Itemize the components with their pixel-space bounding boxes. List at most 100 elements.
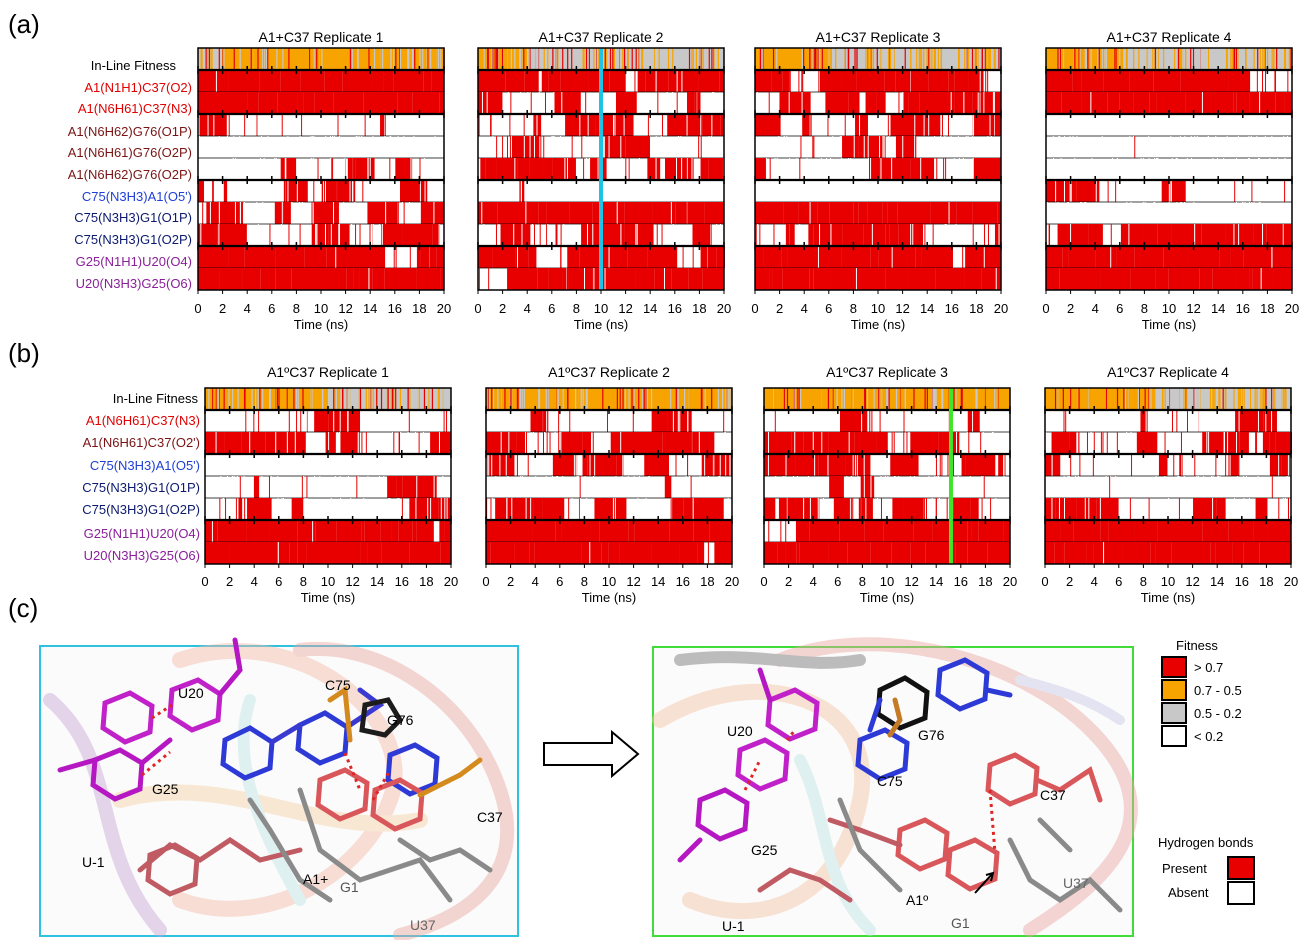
- fitness-flicker: [395, 48, 398, 70]
- hbond-streak: [682, 246, 684, 268]
- hbond-streak: [927, 410, 929, 432]
- fitness-flicker: [1238, 48, 1241, 70]
- hbond-present-block: [848, 92, 860, 114]
- fitness-flicker: [836, 388, 838, 410]
- hbond-streak: [444, 454, 446, 476]
- hbond-present-block: [688, 268, 703, 290]
- hbond-present-block: [398, 520, 413, 542]
- fitness-flicker: [1113, 48, 1116, 70]
- hbond-streak: [232, 92, 234, 114]
- fitness-flicker: [1122, 48, 1124, 70]
- hbond-present-block: [802, 114, 812, 136]
- hbond-legend-label-1: Absent: [1168, 885, 1209, 900]
- fitness-flicker: [772, 48, 775, 70]
- hbond-streak: [1134, 114, 1136, 136]
- hbond-streak: [211, 520, 213, 542]
- hbond-streak: [285, 158, 287, 180]
- x-tick-label: 0: [760, 574, 767, 589]
- fitness-flicker: [593, 48, 595, 70]
- hbond-streak: [887, 476, 889, 498]
- hbond-streak: [1246, 246, 1248, 268]
- hbond-streak: [542, 432, 544, 454]
- fitness-flicker: [967, 388, 969, 410]
- fitness-flicker: [507, 48, 509, 70]
- hbond-streak: [1081, 202, 1083, 224]
- hbond-present-block: [914, 114, 941, 136]
- fitness-flicker: [971, 48, 974, 70]
- hbond-present-block: [1045, 498, 1056, 520]
- hbond-present-block: [829, 476, 844, 498]
- hbond-legend-title: Hydrogen bonds: [1158, 835, 1254, 850]
- fitness-flicker: [776, 48, 778, 70]
- hbond-streak: [1243, 498, 1245, 520]
- hbond-streak: [893, 432, 895, 454]
- hbond-streak: [229, 70, 231, 92]
- hbond-present-block: [884, 70, 896, 92]
- hbond-streak: [1221, 70, 1223, 92]
- fitness-flicker: [496, 48, 498, 70]
- hbond-streak: [365, 432, 367, 454]
- hbond-legend-label-0: Present: [1162, 861, 1207, 876]
- fitness-flicker: [437, 48, 440, 70]
- hbond-streak: [984, 224, 986, 246]
- hbond-streak: [812, 432, 814, 454]
- hbond-streak: [344, 114, 346, 136]
- hbond-streak: [1154, 180, 1156, 202]
- hbond-streak: [291, 520, 293, 542]
- hbond-present-block: [616, 454, 624, 476]
- fitness-flicker: [921, 388, 924, 410]
- hbond-present-block: [321, 180, 354, 202]
- hbond-streak: [656, 180, 658, 202]
- fitness-flicker: [868, 48, 870, 70]
- hbond-present-block: [433, 476, 437, 498]
- fitness-flicker: [1111, 48, 1113, 70]
- x-tick-label: 8: [293, 301, 300, 316]
- hbond-streak: [581, 70, 583, 92]
- fitness-flicker: [945, 48, 947, 70]
- hbond-streak: [872, 432, 874, 454]
- fitness-flicker: [491, 48, 493, 70]
- fitness-flicker: [309, 388, 311, 410]
- hbond-streak: [568, 498, 570, 520]
- hbond-present-block: [530, 410, 549, 432]
- fitness-flicker: [829, 48, 831, 70]
- hbond-streak: [1251, 202, 1253, 224]
- hbond-streak: [1134, 114, 1136, 136]
- fitness-flicker: [1282, 388, 1284, 410]
- hbond-streak: [571, 136, 573, 158]
- hbond-streak: [1090, 224, 1092, 246]
- hbond-present-block: [868, 498, 873, 520]
- hbond-streak: [220, 476, 222, 498]
- hbond-present-block: [599, 520, 629, 542]
- hbond-streak: [438, 224, 440, 246]
- hbond-streak: [443, 410, 445, 432]
- hbond-streak: [217, 432, 219, 454]
- hbond-streak: [330, 498, 332, 520]
- hbond-streak: [831, 410, 833, 432]
- hbond-streak: [711, 114, 713, 136]
- hbond-streak: [1140, 158, 1142, 180]
- hbond-streak: [859, 114, 861, 136]
- fitness-flicker: [832, 388, 834, 410]
- hbond-streak: [1215, 136, 1217, 158]
- hbond-streak: [940, 136, 942, 158]
- hbond-streak: [290, 542, 292, 564]
- hbond-streak: [934, 136, 936, 158]
- hbond-streak: [210, 92, 212, 114]
- hbond-present-block: [1253, 224, 1267, 246]
- hbond-streak: [306, 498, 308, 520]
- fitness-flicker: [310, 48, 312, 70]
- hbond-streak: [983, 92, 985, 114]
- hbond-streak: [1194, 224, 1196, 246]
- hbond-present-block: [198, 224, 218, 246]
- hbond-streak: [867, 136, 869, 158]
- hbond-streak: [334, 268, 336, 290]
- fitness-flicker: [1253, 48, 1255, 70]
- fitness-flicker: [393, 48, 395, 70]
- x-tick-label: 0: [1042, 301, 1049, 316]
- fitness-flicker: [692, 48, 694, 70]
- hbond-streak: [207, 114, 209, 136]
- hbond-streak: [1065, 410, 1067, 432]
- hbond-streak: [1064, 224, 1066, 246]
- hbond-streak: [685, 432, 687, 454]
